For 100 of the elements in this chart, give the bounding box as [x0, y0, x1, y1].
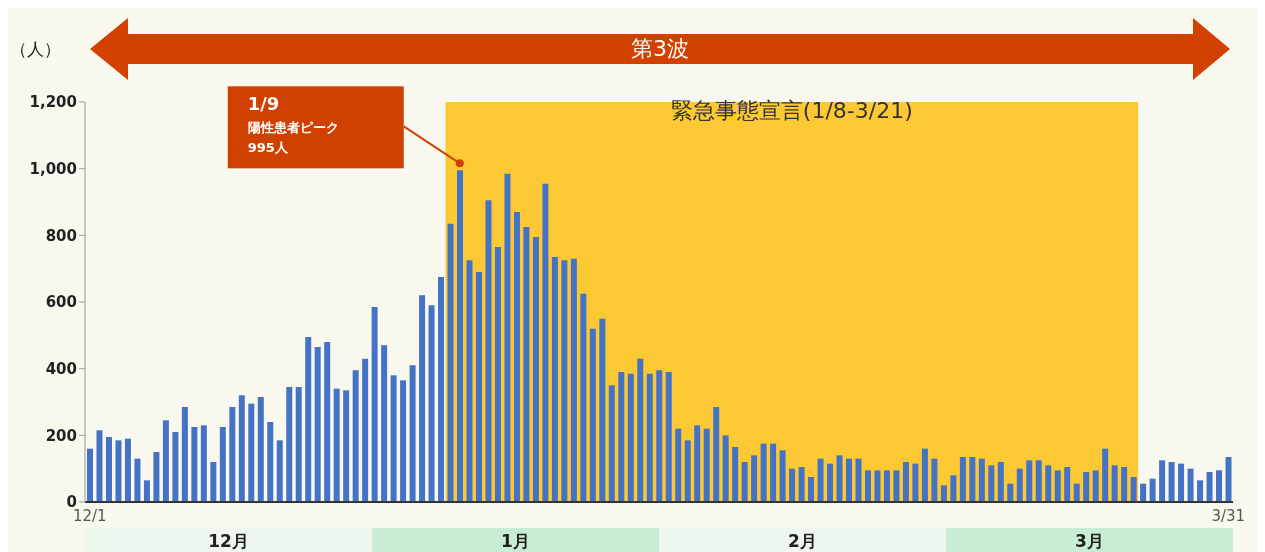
bar — [305, 337, 312, 502]
bar — [200, 425, 207, 502]
bar — [542, 183, 549, 502]
bar — [561, 260, 568, 502]
bar — [1187, 468, 1194, 502]
bar — [513, 212, 520, 502]
bar — [362, 358, 369, 502]
bar — [523, 227, 530, 502]
bar — [210, 462, 217, 502]
bar — [846, 458, 853, 502]
bar — [494, 247, 501, 502]
bar — [1159, 460, 1166, 502]
bar — [836, 455, 843, 502]
bar — [1026, 460, 1033, 502]
y-tick-label: 600 — [45, 293, 77, 312]
bar — [732, 447, 739, 502]
bar — [1216, 470, 1223, 502]
bar — [1140, 483, 1147, 502]
bar — [656, 370, 663, 502]
bar — [419, 295, 426, 502]
bar — [827, 463, 834, 502]
bar — [760, 443, 767, 502]
bar — [1064, 467, 1071, 502]
bar — [1130, 477, 1137, 502]
bar — [1016, 468, 1023, 502]
bar — [1121, 467, 1128, 502]
bar — [314, 347, 321, 502]
bar — [447, 223, 454, 502]
bar — [143, 480, 150, 502]
bar — [238, 395, 245, 502]
bar — [1168, 462, 1175, 502]
bar — [893, 470, 900, 502]
bar — [87, 448, 93, 502]
bar — [1178, 463, 1185, 502]
bar — [912, 463, 919, 502]
bar — [105, 437, 112, 502]
bar — [997, 462, 1004, 502]
bar — [390, 375, 397, 502]
bar — [741, 462, 748, 502]
bar — [1092, 470, 1099, 502]
text: 2月 — [787, 530, 818, 552]
bar — [694, 425, 701, 502]
bar — [618, 372, 625, 502]
bar — [343, 390, 350, 502]
bar — [950, 475, 957, 502]
bar — [333, 388, 340, 502]
text: 12月 — [207, 530, 250, 552]
bar — [1206, 472, 1213, 502]
bar — [153, 452, 160, 502]
bar — [808, 477, 815, 502]
bar — [276, 440, 283, 502]
bar — [779, 450, 786, 502]
bar — [229, 407, 236, 502]
bar — [1007, 483, 1014, 502]
x-tick-label: 12/1 — [72, 506, 107, 525]
bar — [485, 200, 492, 502]
text: 1月 — [500, 530, 531, 552]
bar — [1102, 448, 1109, 502]
y-tick-label: 400 — [45, 359, 77, 378]
y-tick-label: 1,200 — [29, 93, 77, 112]
y-tick-label: 1,000 — [29, 159, 77, 178]
bar — [428, 305, 435, 502]
bar — [589, 328, 596, 502]
bar — [438, 277, 445, 502]
bar — [770, 443, 777, 502]
bar — [722, 435, 729, 502]
bar — [988, 465, 995, 502]
bar — [703, 428, 710, 502]
bar — [1083, 472, 1090, 502]
bar — [532, 237, 539, 502]
bar — [409, 365, 416, 502]
bar — [257, 397, 264, 502]
bar — [1073, 483, 1080, 502]
bar — [1111, 465, 1118, 502]
bar — [248, 403, 255, 502]
text: 3月 — [1074, 530, 1105, 552]
bar — [883, 470, 890, 502]
y-tick-label: 200 — [45, 426, 77, 445]
bar — [1054, 470, 1061, 502]
bar — [608, 385, 615, 502]
bar — [599, 318, 606, 502]
bar — [96, 430, 103, 502]
bar — [324, 342, 331, 502]
y-tick-label: 800 — [45, 226, 77, 245]
bar — [921, 448, 928, 502]
bar — [646, 373, 653, 502]
bar — [902, 462, 909, 502]
bar — [1035, 460, 1042, 502]
bar — [959, 457, 966, 502]
bar — [751, 455, 758, 502]
bar — [295, 387, 302, 502]
bar — [864, 470, 871, 502]
bar — [400, 380, 407, 502]
bar — [798, 467, 805, 502]
bar — [381, 345, 388, 502]
bar — [817, 458, 824, 502]
bar — [789, 468, 796, 502]
bar — [855, 458, 862, 502]
bar — [134, 458, 141, 502]
bar — [665, 372, 672, 502]
